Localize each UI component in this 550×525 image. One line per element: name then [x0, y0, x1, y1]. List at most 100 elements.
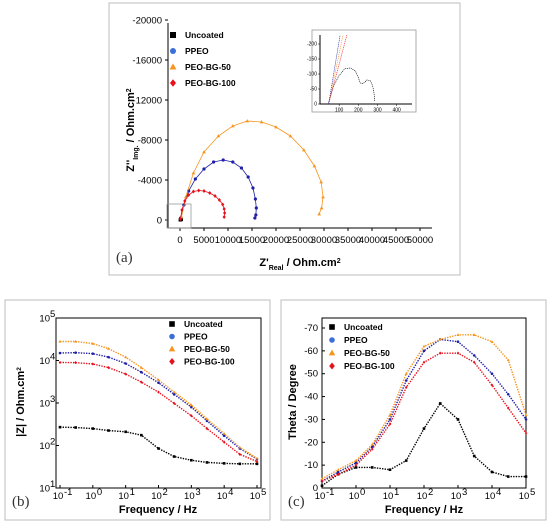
data-point-peo-bg-50 — [191, 171, 196, 175]
legend-label-peo-bg-50: PEO-BG-50 — [184, 344, 230, 354]
x-tick-label: 10 — [349, 491, 360, 502]
data-point-uncoated — [74, 426, 77, 429]
x-tick-label: 35000 — [335, 235, 361, 246]
panel-c-letter: (c) — [288, 494, 305, 510]
x-tick-exponent: -1 — [64, 487, 72, 498]
inset-y-tick-label: -200 — [307, 42, 317, 48]
legend-label-uncoated: Uncoated — [184, 319, 223, 329]
x-tick-exponent: 5 — [261, 487, 266, 498]
data-point-peo-bg-50 — [238, 445, 242, 449]
inset-content: 100 200 300 400 0 -50 -100 -150 -200 — [307, 34, 401, 114]
y-tick-label: -60 — [304, 346, 318, 357]
x-tick-label: 40000 — [359, 235, 385, 246]
data-point-uncoated — [205, 461, 209, 464]
data-point-peo-bg-50 — [456, 333, 460, 336]
data-point-peo-bg-100 — [91, 362, 95, 366]
legend-label-uncoated: Uncoated — [344, 322, 383, 332]
data-point-peo-bg-100 — [388, 422, 392, 426]
data-point-uncoated — [472, 454, 476, 458]
x-tick-exponent: 0 — [360, 487, 365, 498]
data-point-ppeo — [354, 461, 358, 465]
data-point-peo-bg-100 — [223, 211, 227, 215]
data-point-peo-bg-100 — [187, 193, 191, 197]
data-point-uncoated — [438, 402, 442, 405]
data-point-ppeo — [124, 362, 127, 365]
data-point-uncoated — [157, 447, 160, 450]
y-tick-exponent: 3 — [50, 394, 55, 405]
y-tick-label: 0 — [313, 483, 318, 494]
series-line-peo-bg-50 — [181, 120, 324, 218]
x-tick-label: 10 — [53, 491, 64, 502]
data-point-ppeo — [222, 434, 226, 438]
inset-x-tick-label: 300 — [373, 108, 382, 114]
x-tick-label: 10 — [519, 491, 530, 502]
inset-y-tick-label: 0 — [314, 102, 317, 108]
y-tick-label: -40 — [304, 392, 318, 403]
bode-phase-x-axis-label: Frequency / Hz — [385, 504, 464, 516]
data-point-uncoated — [490, 470, 494, 474]
data-point-ppeo — [506, 392, 510, 396]
y-tick-label: 10 — [39, 356, 50, 367]
data-point-ppeo — [472, 354, 476, 357]
data-point-uncoated — [370, 466, 374, 469]
legend-marker-peo-bg-100 — [169, 358, 175, 365]
data-point-ppeo — [74, 351, 77, 354]
data-point-peo-bg-50 — [320, 477, 324, 480]
data-point-uncoated — [524, 475, 528, 478]
panel-b-frame — [4, 299, 271, 521]
nyquist-legend: Uncoated PPEO PEO-BG-50 PEO-BG-100 — [169, 30, 236, 88]
data-point-peo-bg-100 — [74, 361, 77, 365]
bode-magnitude-x-axis-label: Frequency / Hz — [119, 504, 198, 516]
data-point-ppeo — [254, 206, 258, 210]
nyquist-inset: 100 200 300 400 0 -50 -100 -150 -200 — [307, 29, 417, 114]
data-point-peo-bg-100 — [172, 401, 176, 405]
data-point-peo-bg-50 — [58, 339, 62, 343]
data-point-peo-bg-100 — [456, 351, 460, 355]
y-tick-exponent: 1 — [50, 479, 55, 490]
x-tick-exponent: 1 — [394, 487, 399, 498]
panel-b-letter: (b) — [12, 494, 30, 510]
x-tick-label: 10 — [118, 491, 129, 502]
data-point-uncoated — [506, 475, 510, 478]
x-tick-exponent: 1 — [130, 487, 135, 498]
bode-phase-plot: 0-10-20-30-40-50-60-70 10 -1 10 0 10 1 10 2 10 3 1… — [287, 317, 535, 516]
data-point-peo-bg-100 — [354, 463, 358, 467]
data-point-peo-bg-100 — [140, 380, 143, 384]
inset-y-tick-label: -150 — [307, 57, 317, 63]
data-point-ppeo — [221, 158, 225, 162]
legend-label-uncoated: Uncoated — [185, 30, 224, 40]
y-tick-label: 0 — [157, 216, 162, 227]
x-tick-label: 30000 — [311, 235, 337, 246]
data-point-ppeo — [193, 177, 197, 181]
data-point-peo-bg-100 — [205, 426, 209, 431]
data-point-ppeo — [404, 379, 408, 382]
y-tick-label: -70 — [304, 323, 318, 334]
x-tick-label: 20000 — [263, 235, 289, 246]
x-tick-label: 15000 — [239, 235, 265, 246]
data-point-uncoated — [422, 427, 426, 430]
legend-marker-peo-bg-50 — [169, 63, 177, 70]
x-tick-label: 45000 — [383, 235, 409, 246]
data-point-uncoated — [190, 458, 193, 462]
data-point-ppeo — [231, 160, 235, 164]
data-point-peo-bg-50 — [230, 124, 235, 128]
legend-marker-peo-bg-100 — [329, 362, 335, 370]
data-point-peo-bg-50 — [202, 150, 206, 154]
x-tick-label: 10 — [250, 491, 261, 502]
nyquist-plot: 0-4000-8000-12000-16000-20000 0 5000 10000… — [125, 16, 433, 272]
legend-marker-uncoated — [329, 324, 335, 330]
data-point-peo-bg-100 — [238, 452, 242, 456]
data-point-uncoated — [320, 484, 324, 488]
data-point-uncoated — [404, 459, 408, 462]
inset-y-tick-label: -50 — [310, 87, 317, 93]
data-point-peo-bg-50 — [288, 134, 293, 138]
data-point-ppeo — [157, 381, 160, 385]
bode-phase-legend: Uncoated PPEO PEO-BG-50 PEO-BG-100 — [328, 322, 395, 371]
data-point-ppeo — [254, 213, 258, 217]
bode-phase-x-ticks: 10 -1 10 0 10 1 10 2 10 3 10 4 10 5 — [315, 485, 535, 502]
legend-marker-ppeo — [329, 337, 335, 343]
data-point-peo-bg-50 — [524, 413, 528, 416]
nyquist-y-ticks: 0 -4000 -8000 -12000 -16000 -20000 — [132, 16, 168, 227]
data-point-peo-bg-50 — [438, 337, 442, 341]
